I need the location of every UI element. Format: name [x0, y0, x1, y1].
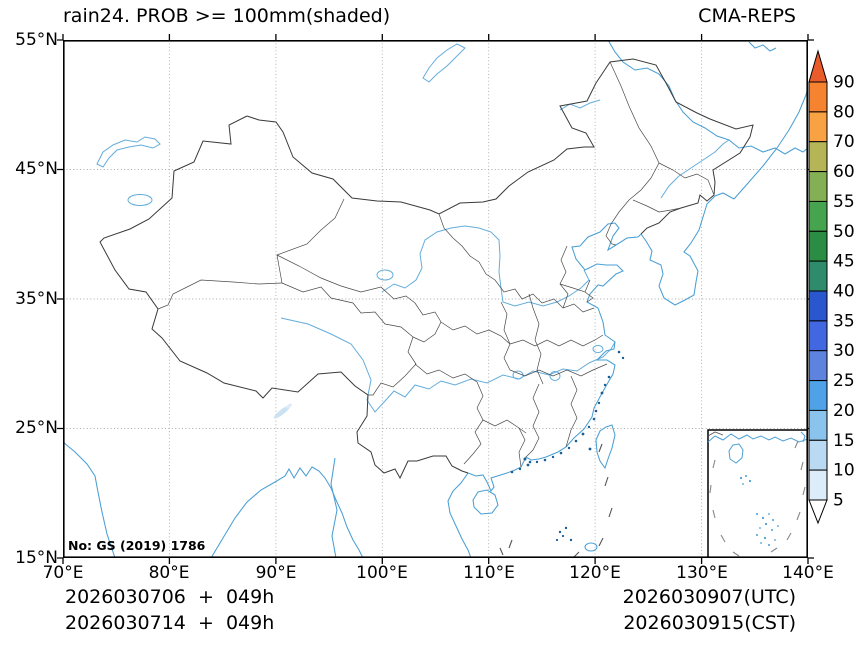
- macclesfield-bank: [584, 542, 598, 552]
- amur-river: [607, 40, 808, 155]
- svg-text:40: 40: [833, 282, 855, 302]
- vietnam-coast: [447, 472, 472, 558]
- inset-nine-dash-line: [709, 440, 806, 557]
- colorbar-above-max: [808, 49, 828, 83]
- license-note: No: GS (2019) 1786: [68, 538, 206, 553]
- x-tick-140e: 140°E: [782, 563, 834, 583]
- lake-poyang: [549, 371, 561, 381]
- china-west-south-border: [99, 115, 469, 480]
- init-time-utc: 2026030706 + 049h: [65, 586, 275, 608]
- lake-baikal: [422, 43, 466, 83]
- grid-lines: [63, 40, 808, 558]
- colorbar-labels: 90 80 70 60 55 50 45 40 35 30 25 20 15 1…: [833, 73, 855, 511]
- rivers-and-lakes: [96, 43, 730, 413]
- init-time-cst: 2026030714 + 049h: [65, 612, 275, 634]
- probability-shading: [273, 403, 292, 419]
- china-north-border: [246, 58, 754, 235]
- svg-text:90: 90: [833, 73, 855, 93]
- yangtze-river: [280, 317, 616, 413]
- page-title: rain24. PROB >= 100mm(shaded): [63, 5, 391, 27]
- amur-mouth: [748, 41, 777, 52]
- lake-balkhash: [96, 136, 161, 168]
- taiwan-island: [595, 424, 616, 470]
- model-name: CMA-REPS: [698, 5, 796, 27]
- inset-coastline: [707, 433, 808, 443]
- y-tick-55n: 55°N: [15, 30, 58, 50]
- irrawaddy-river: [330, 457, 338, 558]
- y-tick-25n: 25°N: [15, 418, 58, 438]
- hainan-island: [472, 489, 499, 515]
- bay-of-bengal-coast: [210, 466, 364, 558]
- map-frame: [63, 40, 809, 559]
- yellow-river: [381, 225, 590, 307]
- lake-issykkul: [127, 194, 153, 206]
- map-canvas: [57, 34, 814, 564]
- korea-coastline: [640, 192, 735, 306]
- x-tick-100e: 100°E: [356, 563, 408, 583]
- inset-taiwan: [800, 431, 806, 443]
- national-borders: [99, 58, 754, 480]
- y-tick-45n: 45°N: [15, 159, 58, 179]
- inset-mainland: [707, 431, 724, 437]
- x-tick-90e: 90°E: [255, 563, 297, 583]
- india-west-coast: [63, 441, 116, 558]
- svg-text:10: 10: [833, 461, 855, 481]
- svg-text:20: 20: [833, 401, 855, 421]
- y-tick-15n: 15°N: [15, 548, 58, 568]
- lake-qinghai: [376, 269, 394, 281]
- colorbar: 90 80 70 60 55 50 45 40 35 30 25 20 15 1…: [808, 49, 855, 525]
- inset-islands: [739, 475, 779, 546]
- lake-taihu: [592, 345, 604, 353]
- x-tick-130e: 130°E: [676, 563, 728, 583]
- valid-time-utc: 2026030907(UTC): [622, 586, 796, 608]
- kherlen-river: [559, 99, 601, 111]
- province-borders: [157, 61, 715, 468]
- svg-text:30: 30: [833, 341, 855, 361]
- colorbar-below-min: [808, 499, 828, 525]
- x-tick-110e: 110°E: [463, 563, 515, 583]
- svg-text:60: 60: [833, 162, 855, 182]
- svg-text:15: 15: [833, 431, 855, 451]
- nine-dash-line: [499, 443, 613, 558]
- svg-text:25: 25: [833, 371, 855, 391]
- x-tick-120e: 120°E: [569, 563, 621, 583]
- songhua-river: [660, 139, 730, 199]
- svg-text:35: 35: [833, 311, 855, 331]
- russia-pacific-coast: [733, 86, 808, 200]
- x-tick-70e: 70°E: [42, 563, 84, 583]
- coastlines: [63, 40, 808, 558]
- svg-text:70: 70: [833, 132, 855, 152]
- x-tick-80e: 80°E: [148, 563, 190, 583]
- inset-box: [707, 429, 808, 558]
- svg-text:5: 5: [833, 491, 844, 511]
- svg-text:50: 50: [833, 222, 855, 242]
- svg-text:45: 45: [833, 252, 855, 272]
- y-tick-35n: 35°N: [15, 289, 58, 309]
- lake-dongting: [512, 370, 524, 380]
- inset-hainan: [728, 443, 744, 464]
- island-specks: [510, 350, 625, 542]
- china-coastline: [467, 222, 642, 493]
- valid-time-cst: 2026030915(CST): [623, 612, 796, 634]
- svg-text:55: 55: [833, 192, 855, 212]
- svg-text:80: 80: [833, 102, 855, 122]
